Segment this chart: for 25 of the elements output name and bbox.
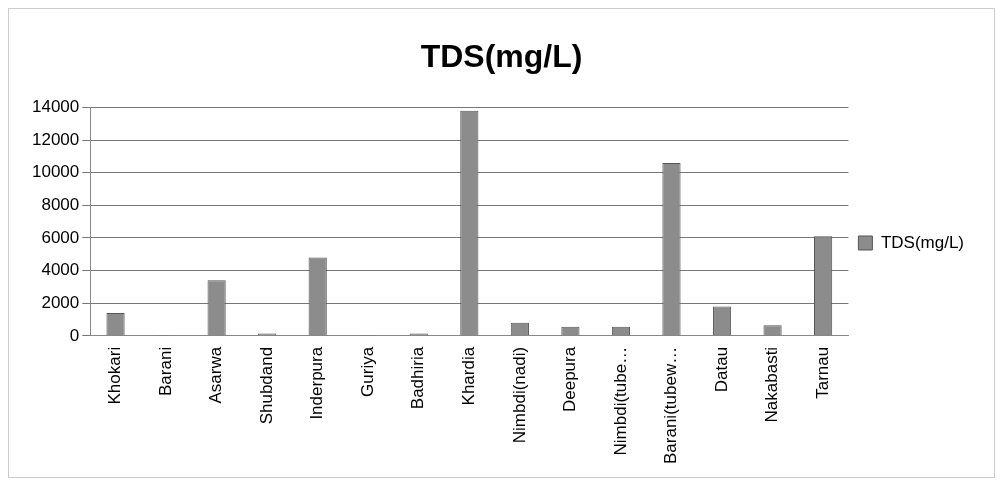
x-tick-label: Barani(tubew… [661, 346, 681, 465]
x-tick-label: Datau [711, 346, 731, 393]
chart-title: TDS(mg/L) [420, 38, 583, 75]
x-tick-label: Badhiria [408, 346, 428, 410]
x-tick-label: Deepura [560, 346, 580, 413]
x-tick-label: Nakabasti [762, 346, 782, 423]
x-tick-label: Asarwa [206, 346, 226, 404]
y-tick-label: 10000 [31, 162, 80, 182]
y-tick-label: 0 [69, 325, 80, 345]
y-tick-label: 2000 [41, 292, 80, 312]
x-tick-label: Guriya [357, 346, 377, 397]
x-tick-label: Khardia [459, 346, 479, 406]
y-tick-label: 12000 [31, 129, 80, 149]
y-tick-label: 14000 [31, 97, 80, 117]
x-tick-label: Nimbdi(tube… [610, 346, 630, 456]
y-tick-label: 4000 [41, 260, 80, 280]
y-tick-label: 6000 [41, 227, 80, 247]
x-tick-label: Barani [155, 346, 175, 396]
legend-label: TDS(mg/L) [880, 232, 965, 252]
x-tick-label: Shubdand [256, 346, 276, 425]
x-tick-label: Nimbdi(nadi) [509, 346, 529, 444]
x-tick-label: Tarnau [812, 346, 832, 399]
y-tick-label: 8000 [41, 194, 80, 214]
x-tick-label: Khokari [105, 346, 125, 405]
x-tick-label: Inderpura [307, 346, 327, 420]
